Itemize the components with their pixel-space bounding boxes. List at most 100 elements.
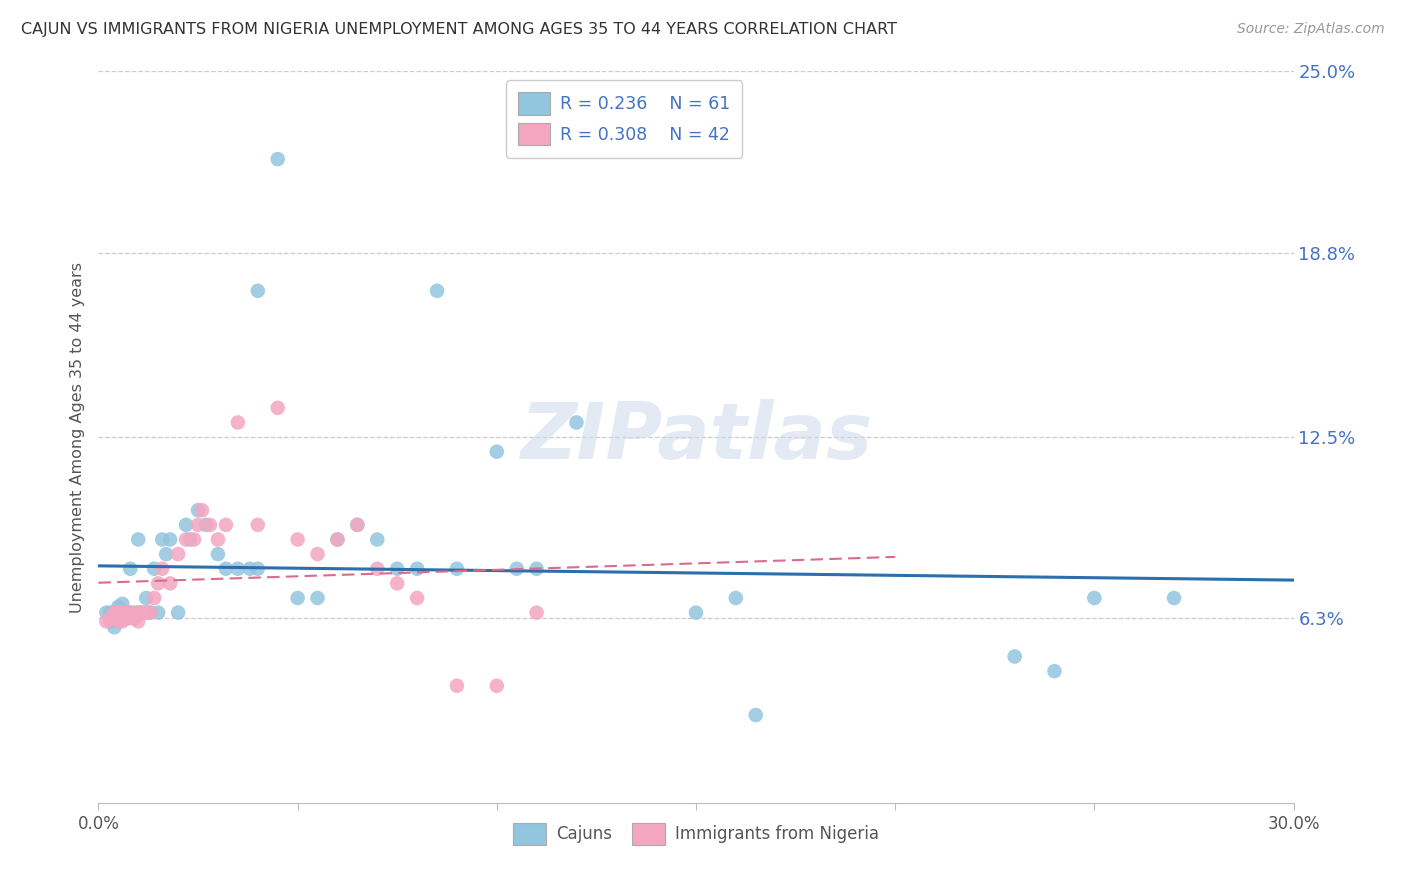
Point	[565, 416, 588, 430]
Point	[174, 533, 197, 547]
Point	[111, 606, 134, 620]
Point	[159, 576, 181, 591]
Point	[446, 679, 468, 693]
Point	[167, 547, 190, 561]
Point	[120, 606, 142, 620]
Point	[1083, 591, 1105, 605]
Point	[385, 576, 409, 591]
Text: ZIPatlas: ZIPatlas	[520, 399, 872, 475]
Point	[215, 517, 238, 532]
Point	[120, 606, 142, 620]
Point	[526, 562, 548, 576]
Point	[506, 562, 529, 576]
Point	[124, 611, 146, 625]
Point	[406, 591, 429, 605]
Point	[446, 562, 468, 576]
Point	[366, 533, 388, 547]
Point	[115, 606, 138, 620]
Point	[111, 615, 134, 629]
Point	[246, 562, 269, 576]
Point	[131, 606, 153, 620]
Point	[307, 547, 329, 561]
Point	[127, 606, 149, 620]
Point	[143, 591, 166, 605]
Point	[1163, 591, 1185, 605]
Point	[127, 533, 149, 547]
Point	[406, 562, 429, 576]
Point	[131, 606, 153, 620]
Y-axis label: Unemployment Among Ages 35 to 44 years: Unemployment Among Ages 35 to 44 years	[69, 261, 84, 613]
Point	[745, 708, 768, 723]
Point	[226, 416, 249, 430]
Point	[346, 517, 368, 532]
Point	[174, 517, 197, 532]
Point	[124, 611, 146, 625]
Point	[115, 606, 138, 620]
Point	[124, 606, 146, 620]
Point	[187, 517, 209, 532]
Point	[135, 606, 157, 620]
Point	[148, 606, 170, 620]
Point	[115, 611, 138, 625]
Point	[139, 606, 162, 620]
Point	[115, 611, 138, 625]
Point	[246, 284, 269, 298]
Point	[326, 533, 349, 547]
Point	[179, 533, 201, 547]
Legend: Cajuns, Immigrants from Nigeria: Cajuns, Immigrants from Nigeria	[505, 815, 887, 853]
Point	[115, 606, 138, 620]
Point	[103, 620, 125, 634]
Point	[139, 606, 162, 620]
Point	[1004, 649, 1026, 664]
Point	[96, 606, 118, 620]
Point	[107, 599, 129, 614]
Point	[226, 562, 249, 576]
Point	[195, 517, 218, 532]
Point	[107, 606, 129, 620]
Point	[107, 615, 129, 629]
Point	[135, 606, 157, 620]
Point	[724, 591, 747, 605]
Point	[96, 615, 118, 629]
Text: Source: ZipAtlas.com: Source: ZipAtlas.com	[1237, 22, 1385, 37]
Point	[111, 606, 134, 620]
Point	[143, 562, 166, 576]
Point	[191, 503, 214, 517]
Point	[103, 606, 125, 620]
Point	[485, 679, 508, 693]
Text: CAJUN VS IMMIGRANTS FROM NIGERIA UNEMPLOYMENT AMONG AGES 35 TO 44 YEARS CORRELAT: CAJUN VS IMMIGRANTS FROM NIGERIA UNEMPLO…	[21, 22, 897, 37]
Point	[98, 615, 122, 629]
Point	[120, 562, 142, 576]
Point	[98, 606, 122, 620]
Point	[103, 611, 125, 625]
Point	[385, 562, 409, 576]
Point	[187, 503, 209, 517]
Point	[198, 517, 221, 532]
Point	[287, 533, 309, 547]
Point	[127, 606, 149, 620]
Point	[326, 533, 349, 547]
Point	[148, 576, 170, 591]
Point	[485, 444, 508, 458]
Point	[267, 401, 290, 415]
Point	[346, 517, 368, 532]
Point	[307, 591, 329, 605]
Point	[159, 533, 181, 547]
Point	[150, 533, 173, 547]
Point	[366, 562, 388, 576]
Point	[267, 152, 290, 166]
Point	[98, 611, 122, 625]
Point	[239, 562, 262, 576]
Point	[155, 547, 177, 561]
Point	[183, 533, 205, 547]
Point	[150, 562, 173, 576]
Point	[103, 611, 125, 625]
Point	[287, 591, 309, 605]
Point	[426, 284, 449, 298]
Point	[207, 533, 229, 547]
Point	[107, 606, 129, 620]
Point	[107, 611, 129, 625]
Point	[526, 606, 548, 620]
Point	[207, 547, 229, 561]
Point	[111, 597, 134, 611]
